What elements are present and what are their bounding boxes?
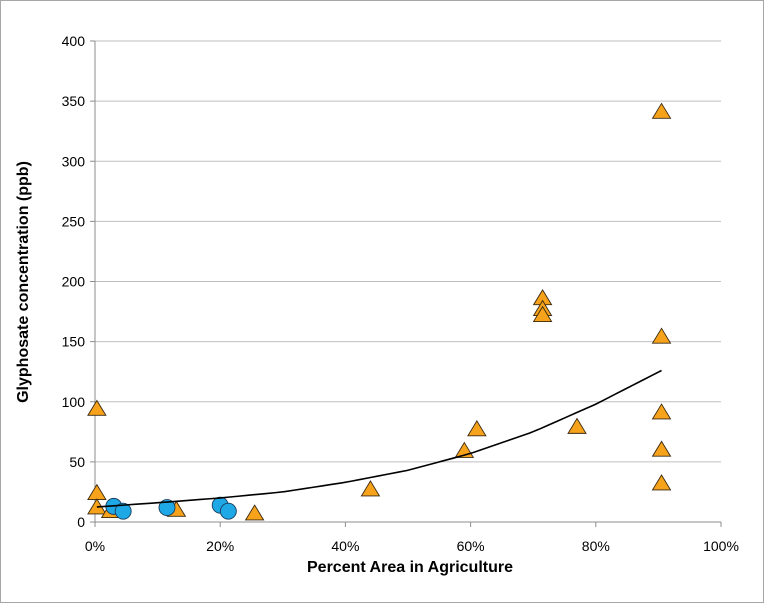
y-tick-label: 0 (77, 514, 85, 530)
y-tick-label: 250 (62, 213, 86, 229)
y-tick-label: 400 (62, 33, 86, 49)
triangle-marker (467, 420, 487, 437)
triangle-marker (651, 102, 672, 119)
x-axis-title: Percent Area in Agriculture (307, 559, 513, 576)
triangle-marker (651, 327, 672, 344)
triangle-marker (360, 480, 381, 497)
circle-marker (158, 499, 176, 517)
triangle-marker (567, 417, 587, 434)
y-tick-label: 150 (62, 334, 86, 350)
y-tick-label: 300 (62, 153, 86, 169)
triangle-marker (87, 483, 107, 500)
triangle-marker (651, 474, 672, 491)
x-tick-label: 20% (206, 538, 234, 554)
data-markers (87, 102, 672, 521)
circle-marker (114, 502, 132, 520)
x-tick-label: 100% (703, 538, 739, 554)
triangle-marker (532, 305, 553, 322)
y-tick-label: 100 (62, 394, 86, 410)
x-tick-label: 40% (331, 538, 359, 554)
triangle-marker (651, 440, 672, 457)
y-axis-ticks: 0 50 100 150 200 250 300 350 400 (62, 33, 95, 530)
triangle-marker (651, 403, 672, 420)
y-axis-title: Glyphosate concentration (ppb) (15, 161, 32, 403)
y-tick-label: 200 (62, 274, 86, 290)
x-tick-label: 0% (85, 538, 105, 554)
trendline (96, 369, 662, 508)
circle-marker (219, 502, 237, 520)
x-tick-label: 60% (457, 538, 485, 554)
triangle-marker (87, 399, 107, 416)
gridlines (95, 40, 721, 463)
x-tick-label: 80% (582, 538, 610, 554)
y-tick-label: 350 (62, 93, 86, 109)
triangle-marker (244, 504, 265, 521)
x-axis-ticks: 0% 20% 40% 60% 80% 100% (85, 522, 739, 554)
y-tick-label: 50 (69, 454, 85, 470)
